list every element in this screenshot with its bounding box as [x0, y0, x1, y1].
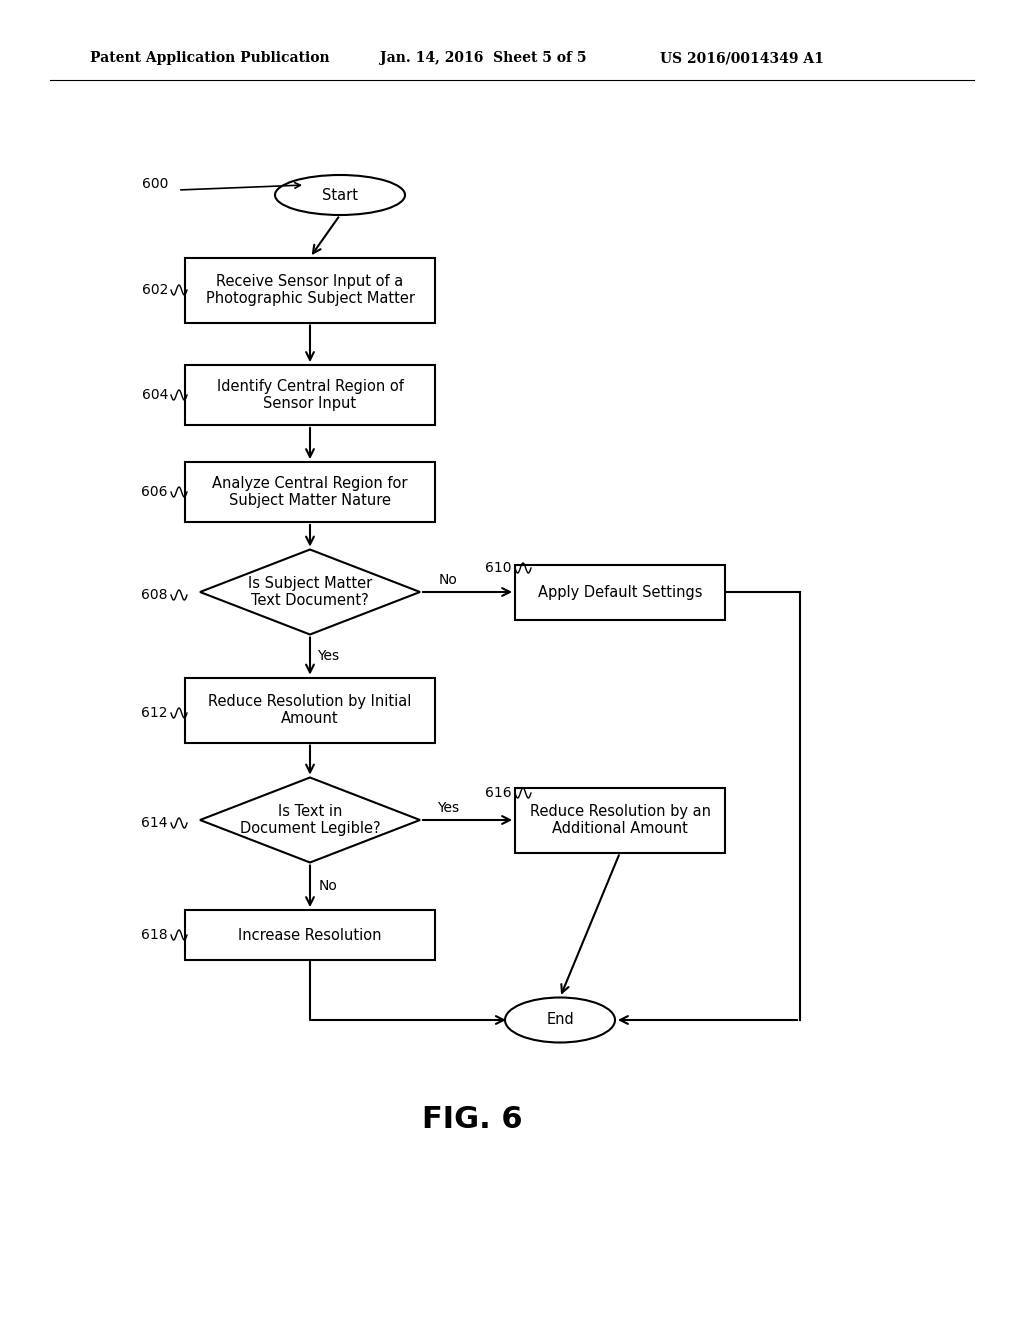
Text: 618: 618 — [141, 928, 168, 942]
Text: Reduce Resolution by Initial
Amount: Reduce Resolution by Initial Amount — [208, 694, 412, 726]
Text: No: No — [318, 879, 338, 894]
Text: 614: 614 — [141, 816, 168, 830]
Bar — [515, 565, 725, 619]
Text: 608: 608 — [141, 587, 168, 602]
Text: US 2016/0014349 A1: US 2016/0014349 A1 — [660, 51, 824, 65]
Bar — [185, 909, 435, 960]
Text: 606: 606 — [141, 484, 168, 499]
Text: Reduce Resolution by an
Additional Amount: Reduce Resolution by an Additional Amoun… — [529, 804, 711, 836]
Text: 610: 610 — [485, 561, 512, 576]
Text: Increase Resolution: Increase Resolution — [239, 928, 382, 942]
Text: 602: 602 — [141, 282, 168, 297]
Polygon shape — [200, 549, 420, 635]
Ellipse shape — [275, 176, 406, 215]
Text: Yes: Yes — [437, 801, 459, 814]
Text: Start: Start — [322, 187, 358, 202]
Text: 612: 612 — [141, 706, 168, 719]
Bar — [185, 366, 435, 425]
Text: Is Text in
Document Legible?: Is Text in Document Legible? — [240, 804, 380, 836]
Text: Jan. 14, 2016  Sheet 5 of 5: Jan. 14, 2016 Sheet 5 of 5 — [380, 51, 587, 65]
Polygon shape — [200, 777, 420, 862]
Text: FIG. 6: FIG. 6 — [422, 1106, 522, 1134]
Bar — [185, 462, 435, 521]
Text: Analyze Central Region for
Subject Matter Nature: Analyze Central Region for Subject Matte… — [212, 475, 408, 508]
Text: Receive Sensor Input of a
Photographic Subject Matter: Receive Sensor Input of a Photographic S… — [206, 273, 415, 306]
Text: Identify Central Region of
Sensor Input: Identify Central Region of Sensor Input — [216, 379, 403, 412]
Bar — [515, 788, 725, 853]
Text: Patent Application Publication: Patent Application Publication — [90, 51, 330, 65]
Text: 616: 616 — [485, 785, 512, 800]
Text: Is Subject Matter
Text Document?: Is Subject Matter Text Document? — [248, 576, 372, 609]
Bar — [185, 677, 435, 742]
Text: End: End — [546, 1012, 573, 1027]
Text: 604: 604 — [141, 388, 168, 403]
Bar — [185, 257, 435, 322]
Ellipse shape — [505, 998, 615, 1043]
Text: Yes: Yes — [317, 649, 339, 663]
Text: Apply Default Settings: Apply Default Settings — [538, 585, 702, 599]
Text: No: No — [438, 573, 458, 587]
Text: 600: 600 — [141, 177, 168, 191]
